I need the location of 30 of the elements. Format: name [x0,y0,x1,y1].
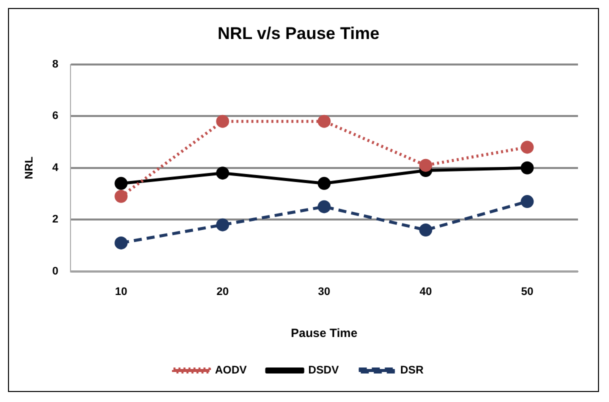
point [114,176,128,190]
x-tick-label: 30 [318,286,330,298]
point [318,200,331,214]
point [520,161,534,174]
point [520,195,534,208]
point [114,236,128,250]
legend-label: AODV [214,364,248,377]
legend-label: DSR [400,364,424,377]
point [520,140,534,154]
x-tick-label: 50 [521,286,534,298]
legend-label: DSDV [308,364,340,377]
y-tick-label: 6 [52,110,58,122]
point [216,218,230,232]
y-tick-label: 2 [52,214,58,226]
x-tick-label: 20 [216,286,229,298]
point [216,114,230,128]
point [419,158,432,172]
y-axis-title: NRL [24,156,36,180]
point [318,176,331,190]
point [318,114,331,128]
point [114,190,128,203]
y-tick-label: 8 [52,58,58,70]
x-tick-label: 40 [420,286,432,298]
y-tick-label: 4 [52,162,60,174]
chart-title: NRL v/s Pause Time [218,24,380,43]
x-tick-label: 10 [114,286,128,298]
y-tick-label: 0 [52,265,58,278]
point [216,166,230,180]
point [419,224,432,236]
x-axis-title: Pause Time [290,326,358,340]
